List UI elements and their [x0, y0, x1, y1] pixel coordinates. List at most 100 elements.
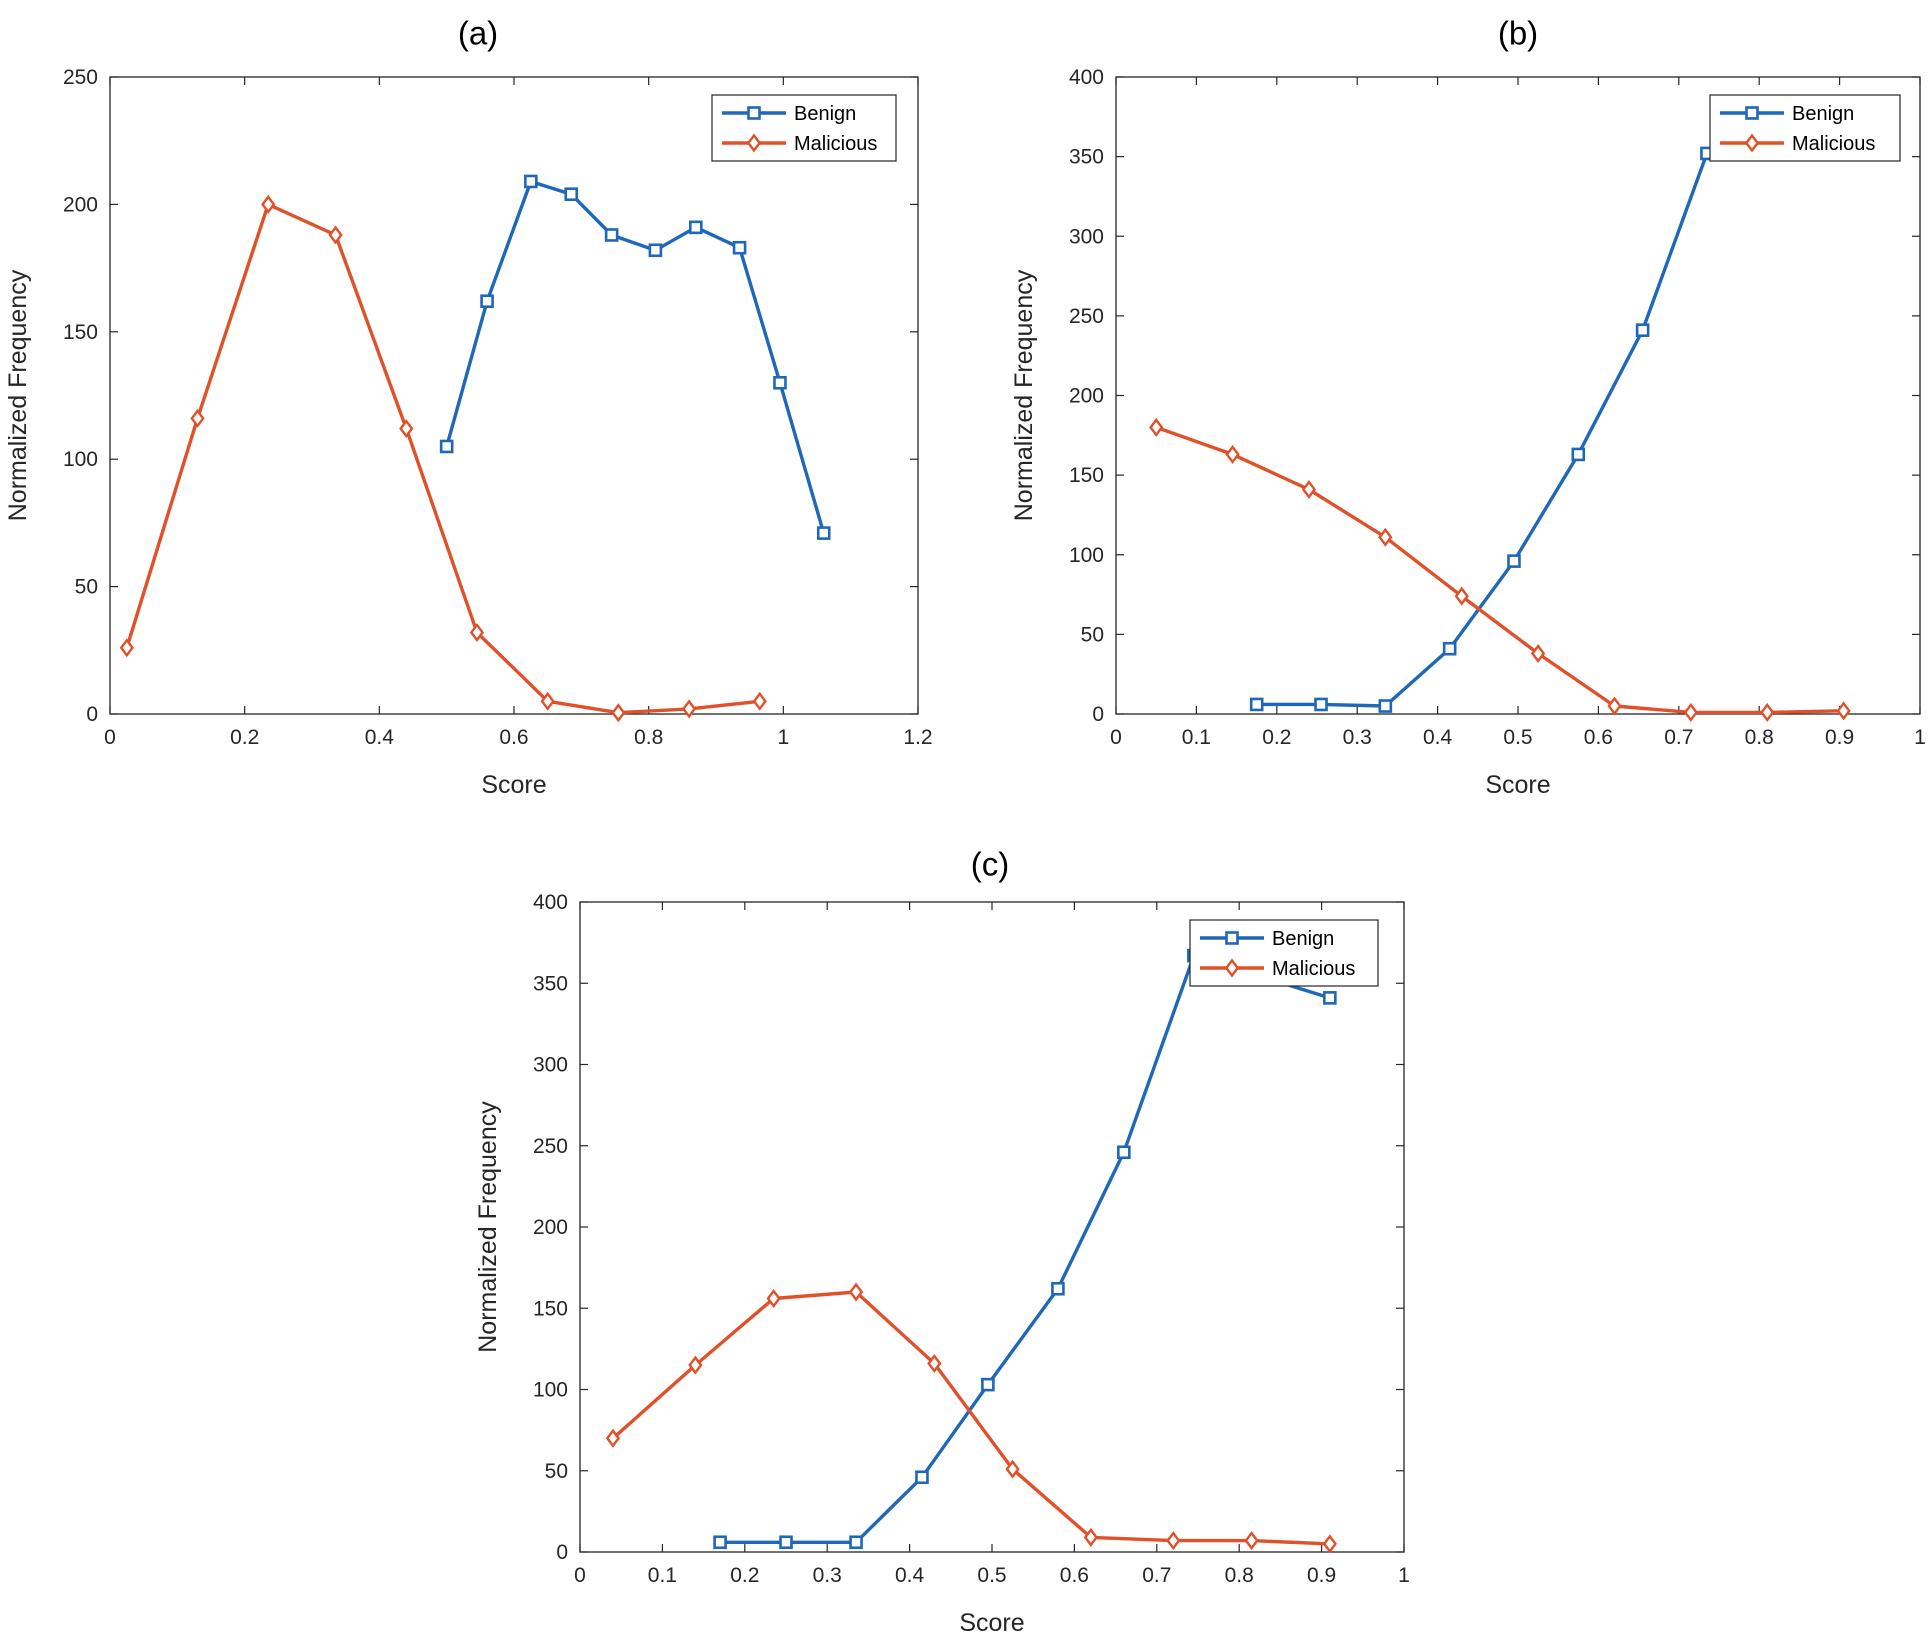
data-point-benign: [1323, 991, 1337, 1005]
x-tick-label: 1: [1914, 726, 1926, 749]
data-point-malicious: [1607, 696, 1622, 716]
data-point-benign: [688, 220, 703, 235]
y-tick-label: 0: [1092, 703, 1104, 726]
legend-marker-benign: [747, 106, 761, 120]
y-tick-label: 150: [1069, 464, 1104, 487]
data-point-malicious: [119, 638, 134, 658]
data-point-benign: [1051, 1281, 1065, 1296]
data-point-benign: [524, 174, 538, 189]
data-point-malicious: [1244, 1531, 1259, 1551]
legend-box: [1709, 94, 1901, 162]
series-malicious-a: [119, 194, 767, 723]
data-point-malicious: [469, 622, 485, 642]
series-malicious-b: [1149, 417, 1851, 722]
x-axis-label-c: Score: [959, 1609, 1024, 1637]
series-line-malicious: [611, 1290, 1330, 1546]
legend-marker-benign: [1745, 106, 1759, 120]
data-point-malicious: [1378, 527, 1393, 547]
legend-marker-malicious: [1744, 133, 1760, 153]
y-tick-label: 50: [75, 576, 98, 599]
x-tick-label: 0: [574, 1564, 586, 1587]
data-point-malicious: [1166, 1531, 1181, 1551]
y-axis-label-b: Normalized Frequency: [1010, 269, 1038, 521]
data-point-malicious: [1760, 702, 1775, 722]
series-line-benign: [445, 179, 826, 534]
y-axis-label-a: Normalized Frequency: [4, 269, 32, 521]
x-tick-label: 0.3: [813, 1564, 842, 1587]
data-point-malicious: [1836, 701, 1851, 721]
data-point-benign: [1571, 447, 1586, 462]
x-tick-label: 0.4: [1423, 726, 1453, 749]
y-tick-label: 100: [63, 448, 98, 471]
panel-label-a: (a): [458, 15, 498, 52]
data-point-malicious: [681, 699, 697, 719]
x-tick-label: 0.5: [977, 1564, 1006, 1587]
plot-area-c: [579, 901, 1405, 1553]
x-tick-label: 0.9: [1825, 726, 1854, 749]
data-point-benign: [1442, 641, 1457, 656]
data-point-benign: [779, 1535, 793, 1550]
data-point-benign: [1117, 1145, 1131, 1160]
legend-label-malicious: Malicious: [794, 133, 877, 155]
y-tick-label: 200: [533, 1216, 568, 1239]
y-tick-label: 250: [1069, 305, 1104, 328]
legend-label-benign: Benign: [1792, 103, 1854, 125]
x-tick-label: 0.4: [895, 1564, 925, 1587]
y-tick-label: 400: [533, 891, 568, 914]
data-point-malicious: [328, 225, 343, 245]
data-point-malicious: [688, 1355, 703, 1375]
data-point-malicious: [1083, 1527, 1099, 1547]
y-tick-label: 0: [86, 703, 98, 726]
y-tick-label: 150: [533, 1297, 568, 1320]
data-point-malicious: [927, 1354, 942, 1373]
x-tick-label: 0.9: [1307, 1564, 1336, 1587]
data-point-malicious: [261, 194, 276, 214]
y-tick-label: 350: [1069, 146, 1104, 169]
x-tick-label: 0.2: [730, 1564, 759, 1587]
data-point-malicious: [1225, 444, 1240, 464]
data-point-malicious: [752, 691, 767, 711]
data-point-benign: [439, 439, 454, 454]
panel-label-c: (c): [971, 846, 1009, 883]
data-point-malicious: [399, 419, 414, 439]
data-point-benign: [773, 375, 787, 390]
series-benign-b: [1249, 146, 1714, 713]
y-tick-label: 300: [533, 1054, 568, 1077]
y-tick-label: 350: [533, 972, 568, 995]
legend-c: Benign Malicious: [1189, 919, 1379, 987]
x-tick-label: 0.4: [365, 726, 395, 749]
x-tick-label: 0.1: [1182, 726, 1211, 749]
data-point-malicious: [1322, 1534, 1337, 1554]
legend-label-malicious: Malicious: [1272, 958, 1355, 980]
data-point-benign: [713, 1535, 727, 1550]
series-benign-a: [439, 174, 831, 540]
x-tick-label: 0.8: [634, 726, 663, 749]
legend-box: [1189, 919, 1379, 987]
chart-a: (a) 0 0.2 0.4 0.6 0.8 1 1.2 0 50 100 150 200 250 Score…: [4, 15, 933, 799]
data-point-benign: [1635, 323, 1650, 338]
x-tick-label: 0.6: [499, 726, 528, 749]
x-axis-label-b: Score: [1485, 771, 1550, 799]
data-point-malicious: [1683, 702, 1698, 722]
legend-marker-benign: [1225, 931, 1239, 945]
y-tick-label: 0: [556, 1541, 568, 1564]
data-point-malicious: [1530, 643, 1546, 663]
y-tick-label: 50: [1081, 623, 1104, 646]
x-tick-label: 0.2: [1262, 726, 1291, 749]
x-tick-label: 0: [104, 726, 116, 749]
data-point-benign: [564, 187, 579, 202]
plot-area-b: [1115, 76, 1921, 715]
data-point-benign: [604, 228, 619, 242]
x-tick-label: 1: [777, 726, 789, 749]
data-point-malicious: [1454, 586, 1469, 606]
series-benign-c: [713, 948, 1337, 1550]
y-tick-label: 250: [63, 66, 98, 89]
data-point-benign: [1314, 697, 1328, 712]
data-point-benign: [849, 1535, 863, 1550]
series-line-benign: [720, 953, 1331, 1545]
x-tick-label: 0.7: [1664, 726, 1693, 749]
y-tick-label: 100: [533, 1379, 568, 1402]
y-tick-label: 200: [1069, 385, 1104, 408]
legend-box: [711, 94, 897, 162]
